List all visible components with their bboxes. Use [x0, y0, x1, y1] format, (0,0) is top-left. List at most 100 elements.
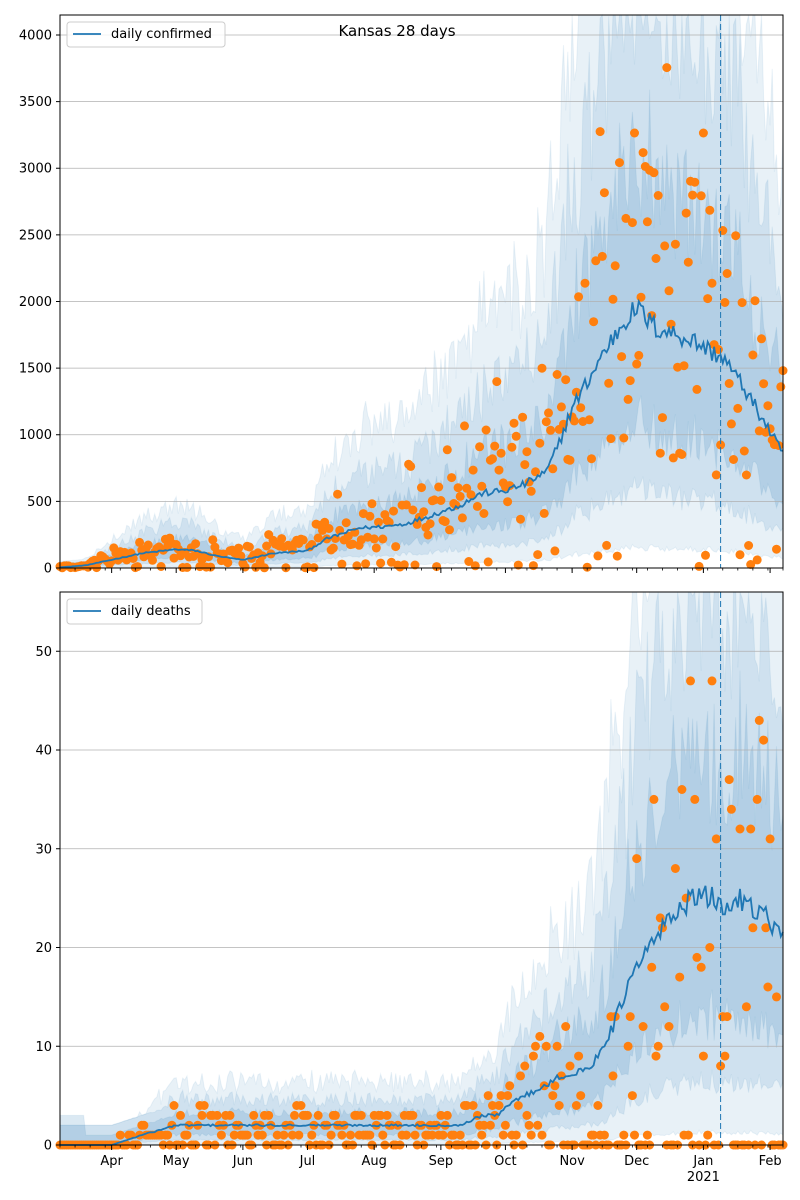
observed-point: [143, 540, 153, 550]
observed-point: [498, 1130, 508, 1140]
observed-point: [677, 450, 687, 459]
observed-point: [675, 972, 685, 982]
observed-point: [505, 1081, 515, 1091]
observed-point: [627, 1091, 637, 1101]
observed-point: [490, 441, 500, 451]
observed-point: [290, 1110, 299, 1120]
observed-point: [432, 562, 442, 572]
observed-point: [257, 1130, 267, 1140]
observed-point: [337, 1130, 347, 1140]
observed-point: [176, 1110, 185, 1120]
y-tick-label: 40: [35, 744, 52, 759]
observed-point: [507, 442, 517, 452]
observed-point: [234, 543, 244, 553]
observed-point: [406, 461, 416, 471]
observed-point: [729, 455, 738, 464]
confirmed-y-ticks: 0 500 1000 1500 2000 2500 3000 3500 4000: [19, 28, 60, 577]
confirmed-legend-label: daily confirmed: [111, 27, 212, 42]
observed-point: [378, 1130, 388, 1140]
observed-point: [472, 501, 482, 511]
observed-point: [720, 1051, 730, 1061]
observed-point: [481, 425, 491, 435]
observed-point: [692, 952, 702, 962]
observed-point: [670, 864, 680, 873]
deaths-y-ticks: 0 10 20 30 40 50: [35, 645, 60, 1154]
observed-point: [468, 465, 478, 475]
observed-point: [750, 296, 760, 306]
observed-point: [711, 470, 721, 480]
y-tick-label: 20: [35, 941, 52, 956]
observed-point: [681, 893, 691, 903]
confirmed-panel: 0 500 1000 1500 2000 2500 3000 3500 4000 Kansas …: [19, 13, 788, 577]
observed-point: [683, 1130, 693, 1140]
deaths-legend: daily deaths: [66, 598, 203, 625]
observed-point: [206, 562, 216, 572]
observed-point: [483, 557, 493, 567]
observed-point: [378, 534, 388, 544]
observed-point: [574, 1051, 584, 1061]
observed-point: [548, 1091, 558, 1101]
observed-point: [191, 539, 201, 549]
observed-point: [722, 1012, 732, 1022]
observed-point: [494, 465, 504, 475]
observed-point: [520, 460, 530, 470]
y-tick-label: 0: [44, 562, 52, 577]
observed-point: [516, 514, 525, 524]
observed-point: [272, 1130, 282, 1140]
observed-point: [455, 1130, 465, 1140]
x-tick-label: Nov: [559, 1154, 585, 1169]
observed-point: [724, 379, 734, 388]
observed-point: [537, 363, 547, 373]
observed-point: [163, 1130, 173, 1140]
observed-point: [533, 1120, 543, 1130]
observed-point: [195, 562, 205, 572]
x-tick-label: Dec: [624, 1154, 649, 1169]
observed-point: [677, 785, 687, 794]
observed-point: [212, 1110, 222, 1120]
observed-point: [182, 1130, 192, 1140]
observed-point: [485, 1120, 495, 1130]
observed-point: [565, 1061, 575, 1071]
observed-point: [694, 561, 704, 571]
observed-point: [776, 382, 786, 392]
observed-point: [651, 1051, 661, 1061]
observed-point: [513, 1101, 523, 1110]
deaths-legend-label: daily deaths: [111, 604, 191, 619]
observed-point: [475, 442, 485, 452]
observed-point: [593, 1101, 603, 1110]
observed-point: [599, 188, 609, 198]
observed-point: [494, 1101, 504, 1110]
observed-point: [690, 794, 700, 804]
observed-point: [574, 292, 584, 302]
observed-point: [466, 490, 476, 500]
observed-point: [365, 1130, 375, 1140]
observed-point: [625, 376, 635, 386]
observed-point: [455, 491, 465, 501]
observed-point: [453, 483, 463, 493]
observed-point: [500, 1120, 510, 1130]
observed-point: [479, 1120, 489, 1130]
observed-point: [447, 473, 457, 483]
observed-point: [199, 1101, 209, 1110]
observed-point: [589, 317, 599, 327]
x-tick-label: Jan: [692, 1154, 713, 1169]
observed-point: [376, 558, 386, 568]
observed-point: [445, 525, 454, 535]
observed-point: [552, 370, 562, 379]
observed-point: [642, 1130, 652, 1140]
observed-point: [533, 550, 543, 560]
y-tick-label: 2000: [19, 295, 52, 310]
observed-point: [526, 486, 536, 496]
observed-point: [244, 542, 254, 552]
y-tick-label: 4000: [19, 28, 52, 43]
observed-point: [277, 534, 287, 544]
x-tick-label: Sep: [429, 1154, 454, 1169]
observed-point: [526, 1130, 536, 1140]
y-tick-label: 0: [44, 1139, 52, 1154]
observed-point: [408, 1110, 418, 1120]
observed-point: [546, 425, 556, 435]
observed-point: [505, 481, 515, 491]
observed-point: [726, 419, 736, 429]
observed-point: [746, 560, 756, 569]
x-tick-label: Oct: [494, 1154, 516, 1169]
